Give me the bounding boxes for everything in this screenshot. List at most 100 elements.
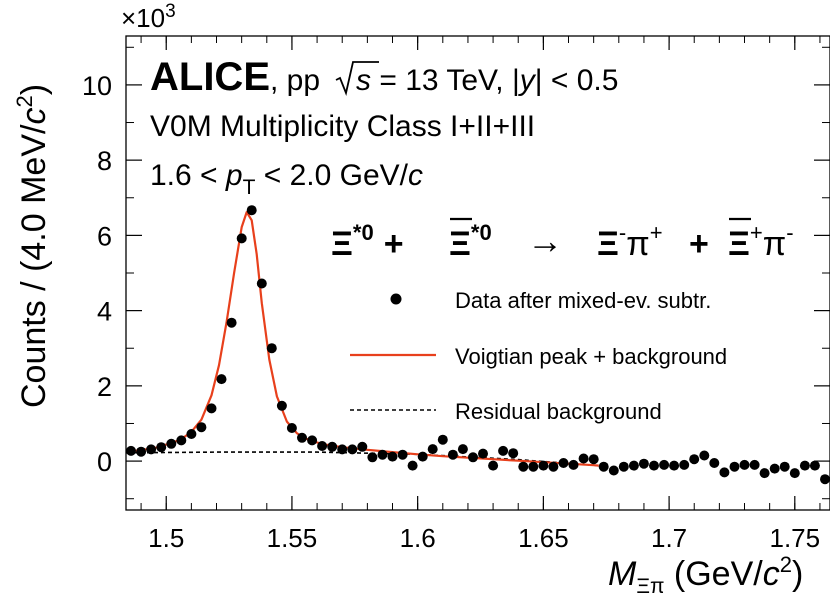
x-tick-label: 1.75 [769, 523, 820, 553]
x-tick-label: 1.55 [267, 523, 318, 553]
tick-marks [126, 36, 830, 510]
voigtian-fit-curve [125, 211, 599, 467]
data-point [789, 468, 800, 479]
y-axis-title: Counts / (4.0 MeV/c2) [12, 84, 53, 408]
data-point [156, 442, 167, 453]
svg-text:Ξ*0: Ξ*0 [449, 220, 492, 263]
data-point [699, 450, 710, 461]
data-point [558, 458, 569, 468]
data-point [759, 468, 770, 479]
svg-text:Ξ*0+: Ξ*0 + [331, 220, 404, 263]
data-point [749, 459, 760, 470]
data-point [518, 461, 529, 472]
data-point [457, 444, 468, 455]
x-tick-label: 1.65 [518, 523, 569, 553]
data-point [779, 461, 790, 472]
data-point [578, 453, 589, 464]
data-point [196, 422, 207, 433]
data-point [347, 444, 358, 455]
data-point [357, 441, 368, 452]
data-point [317, 441, 328, 451]
data-point [337, 444, 348, 455]
x-axis-title: MΞπ (GeV/c2) [608, 552, 803, 598]
svg-text:+: + [689, 225, 709, 263]
data-point [739, 459, 750, 470]
data-point [498, 445, 509, 456]
legend-label-data: Data after mixed-ev. subtr. [455, 288, 711, 313]
data-point [206, 403, 217, 414]
data-point [236, 233, 247, 244]
data-point [397, 449, 408, 460]
legend-label-background: Residual background [455, 399, 662, 424]
data-point [327, 441, 338, 452]
data-point [367, 452, 378, 463]
legend-label-fit: Voigtian peak + background [455, 344, 727, 369]
data-point [568, 459, 579, 470]
data-point [478, 448, 488, 459]
data-point [226, 317, 237, 328]
data-point [297, 432, 307, 443]
data-point [407, 460, 418, 471]
data-point [126, 445, 136, 456]
data-point [286, 423, 297, 433]
x-tick-label: 1.7 [651, 523, 687, 553]
data-point [598, 461, 609, 472]
data-point [146, 444, 157, 455]
data-point [820, 474, 830, 485]
data-point [608, 465, 619, 476]
data-point [538, 460, 549, 471]
data-point [447, 449, 458, 460]
data-point [809, 460, 820, 471]
data-point [216, 374, 227, 385]
sqrt-sign [335, 61, 379, 97]
data-point [618, 461, 629, 472]
experiment-label: ALICE, pp [150, 55, 320, 99]
data-point [729, 461, 740, 472]
data-point [307, 435, 318, 446]
plot-frame [125, 35, 830, 511]
data-point [136, 446, 147, 457]
data-point [719, 467, 730, 478]
data-point [266, 343, 277, 354]
y-tick-label: 8 [97, 146, 112, 176]
data-point [669, 460, 680, 471]
svg-text:→: → [527, 220, 563, 261]
decay-channel-label: Ξ*0 + Ξ*0 → Ξ-π+ + Ξ+π- [331, 217, 794, 263]
x-tick-label: 1.6 [400, 523, 436, 553]
data-point [588, 454, 599, 465]
data-point [769, 463, 780, 474]
data-point [166, 438, 177, 449]
data-point [437, 434, 448, 445]
data-point [659, 459, 670, 470]
y-multiplier-exponent: 3 [165, 1, 176, 22]
legend: Data after mixed-ev. subtr. Voigtian pea… [350, 288, 727, 424]
y-tick-label: 10 [82, 71, 112, 101]
tick-labels: 1.5 1.55 1.6 1.65 1.7 1.75 0 2 4 6 8 10 [82, 71, 820, 553]
data-point [276, 400, 287, 411]
collision-energy-label: s = 13 TeV, |y| < 0.5 [356, 64, 618, 97]
x-tick-label: 1.5 [148, 523, 184, 553]
data-point [689, 454, 700, 465]
data-point [799, 460, 810, 471]
data-point [508, 448, 519, 459]
y-multiplier: ×103 [121, 1, 176, 33]
data-point [649, 460, 659, 471]
data-point [488, 460, 499, 471]
y-tick-label: 2 [97, 372, 112, 402]
data-point [176, 435, 187, 446]
multiplicity-label: V0M Multiplicity Class I+II+III [150, 110, 535, 143]
svg-text:Ξ-π+: Ξ-π+ [597, 220, 663, 263]
y-tick-label: 4 [97, 297, 112, 327]
data-point [679, 459, 690, 470]
data-point [709, 458, 720, 468]
data-point [246, 205, 257, 216]
data-point [387, 451, 398, 462]
data-point [528, 461, 539, 472]
data-point [427, 444, 438, 455]
svg-text:Ξ+π-: Ξ+π- [728, 220, 794, 263]
y-tick-label: 6 [97, 221, 112, 251]
data-point [638, 458, 649, 469]
residual-background-curve [125, 451, 599, 467]
data-point [186, 429, 197, 439]
